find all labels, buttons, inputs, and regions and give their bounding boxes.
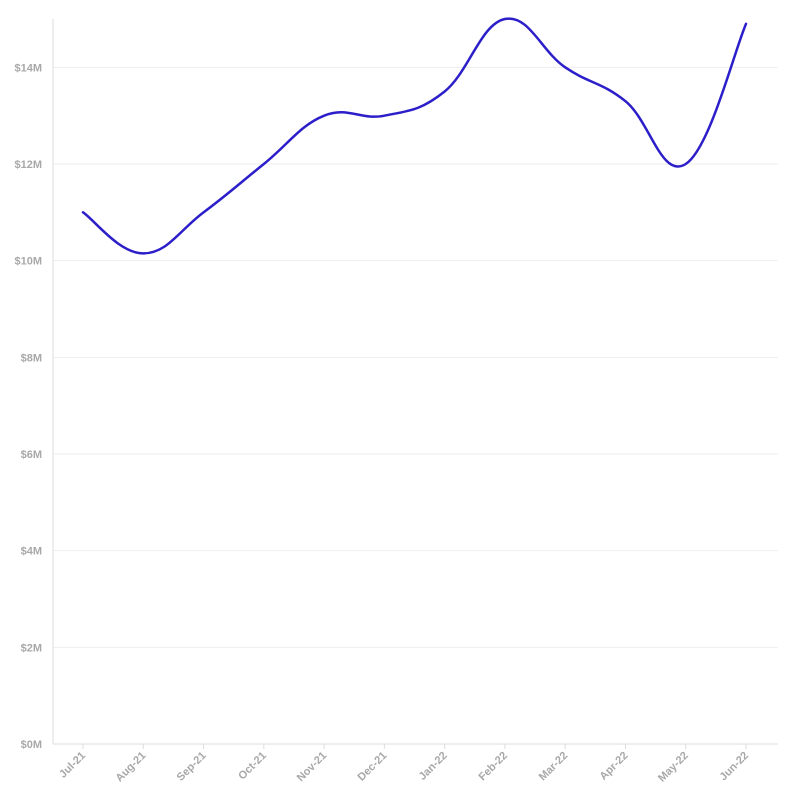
y-tick-label: $4M	[21, 546, 42, 558]
x-tick-label: Mar-22	[537, 750, 571, 784]
x-tick-label: Jun-22	[718, 750, 752, 784]
y-tick-label: $0M	[21, 739, 42, 751]
x-tick-label: Oct-21	[236, 750, 269, 783]
y-gridlines	[53, 66, 778, 648]
x-tick-label: Nov-21	[295, 750, 329, 784]
y-axis: $0M $2M $4M $6M $8M $10M $12M $14M	[14, 19, 54, 751]
x-tick-label: Sep-21	[175, 750, 209, 784]
y-tick-label: $12M	[14, 159, 42, 171]
y-tick-label: $8M	[21, 352, 42, 364]
x-axis: Jul-21 Aug-21 Sep-21 Oct-21 Nov-21 Dec-21 Jan-…	[53, 743, 778, 785]
x-tick-label: Apr-22	[597, 750, 630, 783]
x-tick-label: Dec-21	[355, 750, 389, 784]
x-tick-label: May-22	[656, 750, 691, 785]
x-tick-label: Jul-21	[57, 750, 88, 781]
y-tick-label: $2M	[21, 642, 42, 654]
x-tick-label: Aug-21	[114, 750, 149, 785]
y-tick-label: $10M	[14, 256, 42, 268]
y-tick-label: $6M	[21, 449, 42, 461]
series-line-0	[81, 17, 748, 255]
series-group	[81, 17, 748, 255]
y-tick-label: $14M	[14, 62, 42, 74]
x-tick-label: Feb-22	[476, 750, 510, 784]
x-tick-label: Jan-22	[417, 750, 450, 783]
